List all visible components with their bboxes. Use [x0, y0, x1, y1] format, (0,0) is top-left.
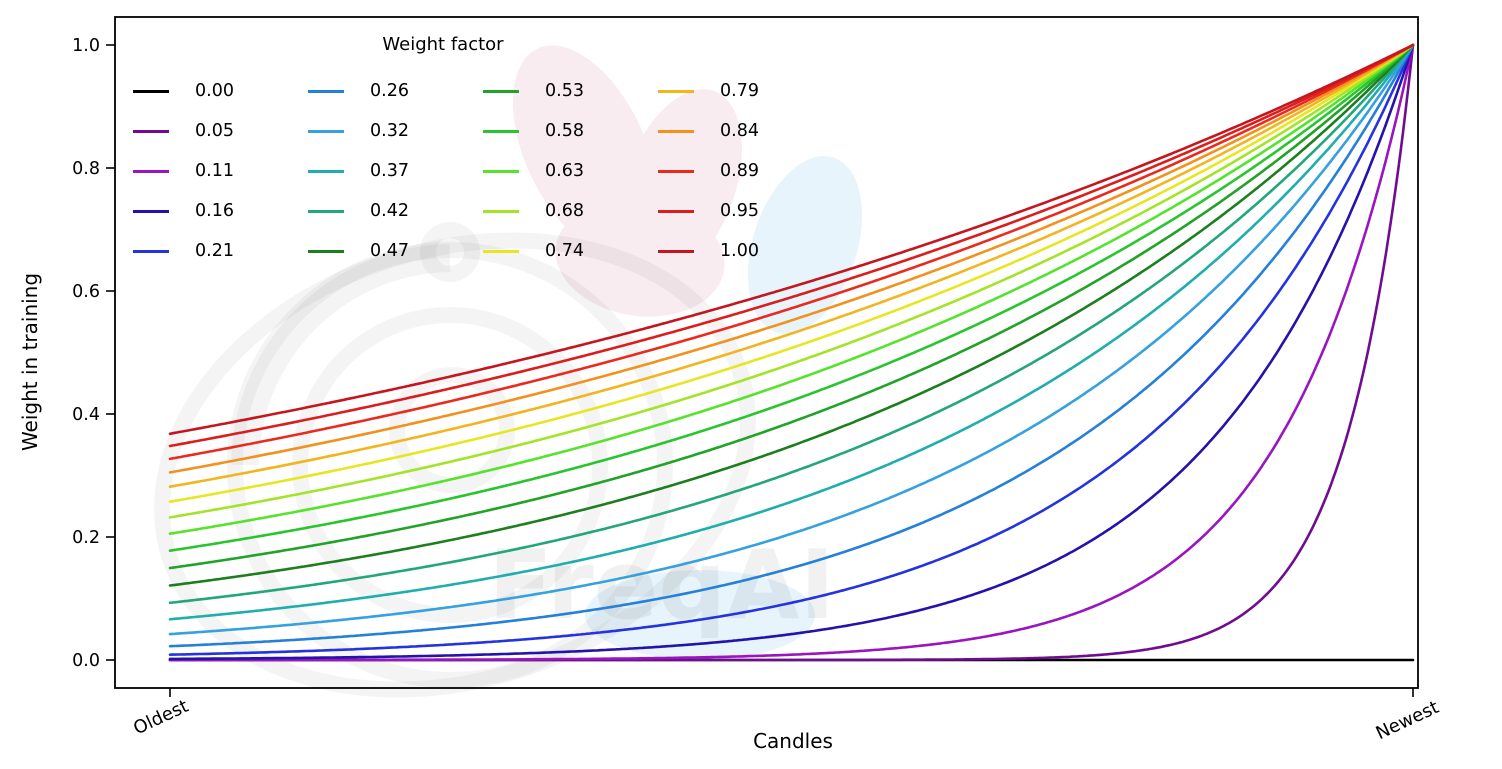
curve-weight-factor-0.32: [168, 43, 1415, 636]
legend-item: 0.89: [658, 161, 833, 181]
curve-weight-factor-0.79: [168, 43, 1415, 488]
legend-item: 1.00: [658, 241, 833, 261]
legend-grid: 0.00 0.05 0.11 0.16 0.21 0.26 0.32 0.37 0.42 0.47…: [133, 71, 833, 271]
curve-weight-factor-0.89: [168, 43, 1415, 461]
plot-border: [114, 16, 1419, 689]
legend-label: 0.68: [545, 201, 584, 221]
curve-weight-factor-0.63: [168, 43, 1415, 535]
legend-line-sample: [483, 249, 519, 253]
curve-weight-factor-0.21: [168, 43, 1415, 656]
legend-line-sample: [133, 249, 169, 253]
legend-label: 0.47: [370, 241, 409, 261]
legend-label: 0.42: [370, 201, 409, 221]
legend-line-sample: [308, 89, 344, 93]
legend-line-sample: [483, 89, 519, 93]
curve-weight-factor-0.74: [168, 43, 1415, 503]
curve-weight-factor-0.16: [168, 43, 1415, 661]
legend-line-sample: [658, 169, 694, 173]
legend-line-sample: [483, 129, 519, 133]
y-axis-label: Weight in training: [18, 272, 42, 452]
legend-item: 0.47: [308, 241, 483, 261]
legend-line-sample: [308, 129, 344, 133]
legend-label: 0.32: [370, 121, 409, 141]
legend-label: 0.84: [720, 121, 759, 141]
y-tick-label: 1.0: [72, 36, 100, 56]
legend-item: 0.42: [308, 201, 483, 221]
x-axis-label: Candles: [753, 729, 833, 753]
curve-weight-factor-0.68: [168, 43, 1415, 519]
legend-label: 0.05: [195, 121, 234, 141]
legend-line-sample: [658, 129, 694, 133]
legend-item: 0.21: [133, 241, 308, 261]
legend-item: 0.26: [308, 81, 483, 101]
curve-weight-factor-0.58: [168, 43, 1415, 552]
legend-item: 0.37: [308, 161, 483, 181]
legend-label: 0.16: [195, 201, 234, 221]
curve-weight-factor-0.84: [168, 43, 1415, 474]
y-tick-label: 0.8: [72, 159, 100, 179]
legend-item: 0.84: [658, 121, 833, 141]
axes-group: 0.0 0.2 0.4 0.6 0.8 1.0: [72, 16, 1419, 697]
curve-weight-factor-1.00: [168, 43, 1415, 436]
legend: Weight factor 0.00 0.05 0.11 0.16 0.21 0.26 0.…: [133, 34, 833, 271]
curve-weight-factor-0.47: [168, 43, 1415, 587]
legend-item: 0.16: [133, 201, 308, 221]
curve-weight-factor-0.11: [168, 43, 1415, 662]
curve-weight-factor-0.53: [168, 43, 1415, 570]
legend-title: Weight factor: [382, 34, 504, 55]
legend-label: 0.37: [370, 161, 409, 181]
legend-line-sample: [133, 169, 169, 173]
legend-line-sample: [133, 129, 169, 133]
legend-label: 0.74: [545, 241, 584, 261]
legend-line-sample: [308, 249, 344, 253]
curve-weight-factor-0.42: [168, 43, 1415, 605]
y-tick-label: 0.6: [72, 282, 100, 302]
legend-line-sample: [483, 169, 519, 173]
legend-item: 0.58: [483, 121, 658, 141]
legend-label: 0.95: [720, 201, 759, 221]
legend-item: 0.11: [133, 161, 308, 181]
legend-label: 0.53: [545, 81, 584, 101]
curve-weight-factor-0.26: [168, 43, 1415, 648]
legend-item: 0.32: [308, 121, 483, 141]
y-tick-label: 0.4: [72, 405, 100, 425]
legend-label: 0.21: [195, 241, 234, 261]
legend-item: 0.00: [133, 81, 308, 101]
y-tick-label: 0.2: [72, 528, 100, 548]
y-tick-label: 0.0: [72, 651, 100, 671]
legend-item: 0.63: [483, 161, 658, 181]
legend-line-sample: [308, 209, 344, 213]
watermark-text: FreqAI: [488, 531, 835, 641]
legend-label: 0.79: [720, 81, 759, 101]
curve-weight-factor-0.37: [168, 43, 1415, 621]
legend-line-sample: [658, 249, 694, 253]
legend-label: 1.00: [720, 241, 759, 261]
legend-label: 0.63: [545, 161, 584, 181]
legend-label: 0.11: [195, 161, 234, 181]
legend-line-sample: [133, 89, 169, 93]
legend-item: 0.74: [483, 241, 658, 261]
legend-line-sample: [308, 169, 344, 173]
legend-label: 0.89: [720, 161, 759, 181]
legend-line-sample: [483, 209, 519, 213]
legend-item: 0.68: [483, 201, 658, 221]
curves-group: [168, 43, 1415, 662]
legend-item: 0.05: [133, 121, 308, 141]
legend-item: 0.79: [658, 81, 833, 101]
legend-item: 0.95: [658, 201, 833, 221]
legend-line-sample: [133, 209, 169, 213]
legend-line-sample: [658, 209, 694, 213]
legend-label: 0.00: [195, 81, 234, 101]
curve-weight-factor-0.95: [168, 43, 1415, 448]
legend-label: 0.26: [370, 81, 409, 101]
legend-line-sample: [658, 89, 694, 93]
legend-label: 0.58: [545, 121, 584, 141]
legend-item: 0.53: [483, 81, 658, 101]
